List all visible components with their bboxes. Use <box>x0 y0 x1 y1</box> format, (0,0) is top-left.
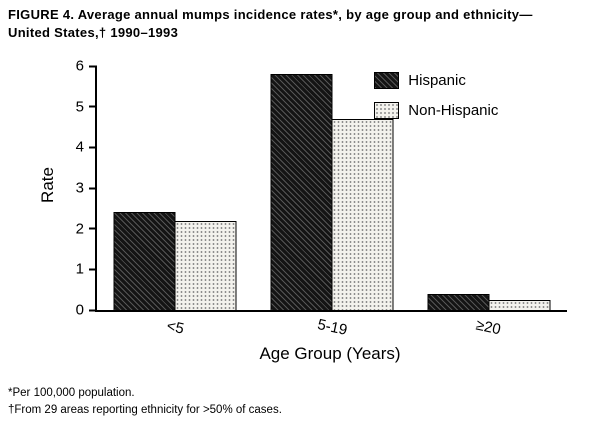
figure-title: FIGURE 4. Average annual mumps incidence… <box>8 6 596 41</box>
legend-item-hispanic: Hispanic <box>374 72 498 89</box>
x-axis-label: Age Group (Years) <box>259 344 401 363</box>
bar-hispanic-5-19 <box>270 74 333 310</box>
legend-swatch-hispanic <box>374 72 400 89</box>
y-tick-mark <box>89 105 97 108</box>
bar-group-5-19: 5-19 <box>254 66 411 339</box>
bar-non-hispanic-20 <box>488 299 551 310</box>
y-tick-label: 3 <box>75 179 84 197</box>
y-tick-mark <box>89 187 97 189</box>
y-axis-ticks: 0 1 2 3 4 5 6 <box>76 58 567 319</box>
bar-group-20: ≥20 <box>410 66 567 338</box>
bar-pair <box>427 66 551 310</box>
legend-item-non-hispanic: Non-Hispanic <box>374 102 498 119</box>
y-tick-label: 0 <box>75 301 84 319</box>
y-tick-label: 6 <box>75 57 84 75</box>
figure-title-line1: FIGURE 4. Average annual mumps incidence… <box>8 7 533 22</box>
y-tick-label: 2 <box>75 220 84 238</box>
footnotes: *Per 100,000 population. †From 29 areas … <box>8 385 282 418</box>
bar-pair <box>113 66 237 310</box>
y-tick-label: 5 <box>75 98 84 116</box>
y-tick-3: 3 <box>43 180 97 197</box>
y-tick-2: 2 <box>43 220 97 237</box>
legend-label-hispanic: Hispanic <box>408 72 466 89</box>
y-tick-0: 0 <box>43 302 97 319</box>
bar-hispanic-5 <box>113 212 176 310</box>
y-tick-1: 1 <box>43 261 97 278</box>
bar-group-5: <5 <box>97 66 254 338</box>
bar-groups: <5 5-19 ≥20 <box>97 66 567 339</box>
y-tick-mark <box>89 65 97 67</box>
y-tick-mark <box>89 309 97 311</box>
figure-title-line2: United States,† 1990–1993 <box>8 24 179 40</box>
footnote-areas: †From 29 areas reporting ethnicity for >… <box>8 403 282 416</box>
y-tick-mark <box>89 146 97 149</box>
y-tick-6: 6 <box>43 58 97 75</box>
y-tick-mark <box>89 227 97 230</box>
y-tick-label: 1 <box>75 260 84 278</box>
bar-non-hispanic-5-19 <box>331 118 394 310</box>
bar-non-hispanic-5 <box>174 220 237 310</box>
legend-label-non-hispanic: Non-Hispanic <box>408 102 499 119</box>
legend-swatch-non-hispanic <box>374 102 400 119</box>
bar-hispanic-20 <box>427 293 490 310</box>
bar-pair <box>270 66 394 310</box>
legend: Hispanic Non-Hispanic <box>374 72 498 119</box>
footnote-population: *Per 100,000 population. <box>8 387 135 399</box>
y-tick-label: 4 <box>75 138 84 156</box>
y-tick-4: 4 <box>43 139 97 156</box>
y-tick-mark <box>89 268 97 271</box>
plot-area: 0 1 2 3 4 5 6 <5 5-19 ≥20 Hispanic Non-Hispanic <box>76 58 567 339</box>
y-tick-5: 5 <box>43 98 97 115</box>
